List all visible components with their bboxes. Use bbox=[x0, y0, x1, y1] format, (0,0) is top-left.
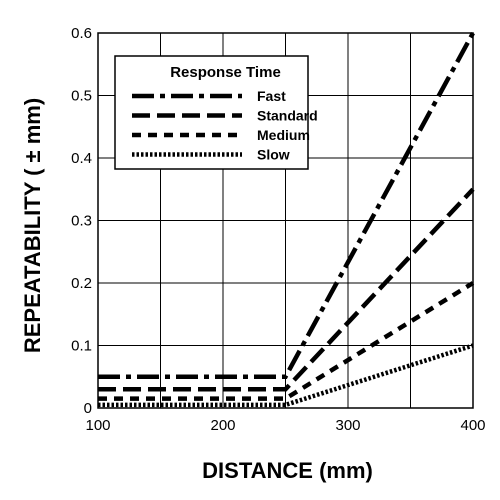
y-axis-title: REPEATABILITY ( ± mm) bbox=[20, 98, 45, 353]
legend-label-standard: Standard bbox=[257, 108, 318, 124]
x-tick-label: 200 bbox=[210, 417, 235, 434]
x-axis-title: DISTANCE (mm) bbox=[202, 458, 373, 483]
legend-title: Response Time bbox=[170, 64, 281, 81]
legend-box bbox=[114, 55, 309, 170]
legend-label-fast: Fast bbox=[257, 88, 286, 104]
series-line-standard bbox=[98, 187, 475, 392]
legend-label-slow: Slow bbox=[257, 147, 290, 163]
x-tick-label: 300 bbox=[335, 417, 360, 434]
y-tick-label: 0.5 bbox=[71, 88, 92, 105]
series-line-fast bbox=[98, 31, 475, 379]
tick-labels: 100 200 300 400 0 0.1 0.2 0.3 0.4 0.5 0.6 bbox=[71, 25, 485, 434]
x-tick-label: 400 bbox=[460, 417, 485, 434]
series-lines bbox=[98, 31, 475, 408]
y-tick-label: 0.4 bbox=[71, 150, 92, 167]
y-tick-label: 0.2 bbox=[71, 275, 92, 292]
legend: Response Time Fast Standard Medium Slow bbox=[114, 55, 318, 170]
y-tick-label: 0 bbox=[84, 400, 92, 417]
y-tick-label: 0.1 bbox=[71, 338, 92, 355]
legend-label-medium: Medium bbox=[257, 127, 310, 143]
x-tick-label: 100 bbox=[85, 417, 110, 434]
y-tick-label: 0.3 bbox=[71, 213, 92, 230]
y-tick-label: 0.6 bbox=[71, 25, 92, 42]
plot-frame bbox=[97, 32, 474, 409]
